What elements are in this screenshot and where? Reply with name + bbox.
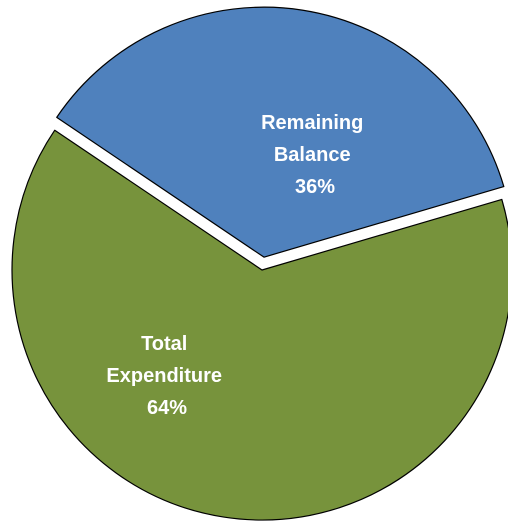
- label-total-expenditure-percent: 64%: [147, 397, 187, 419]
- label-remaining-balance: Remaining Balance 36%: [261, 112, 369, 198]
- label-remaining-balance-line2: Balance: [274, 144, 351, 166]
- label-total-expenditure-line1: Total: [141, 333, 187, 355]
- label-remaining-balance-line1: Remaining: [261, 112, 363, 134]
- pie-slice-remaining-balance: [56, 6, 505, 258]
- label-total-expenditure-line2: Expenditure: [106, 365, 222, 387]
- label-remaining-balance-percent: 36%: [295, 176, 335, 198]
- pie-slice-total-expenditure: [11, 129, 508, 521]
- label-total-expenditure: Total Expenditure 64%: [106, 333, 227, 419]
